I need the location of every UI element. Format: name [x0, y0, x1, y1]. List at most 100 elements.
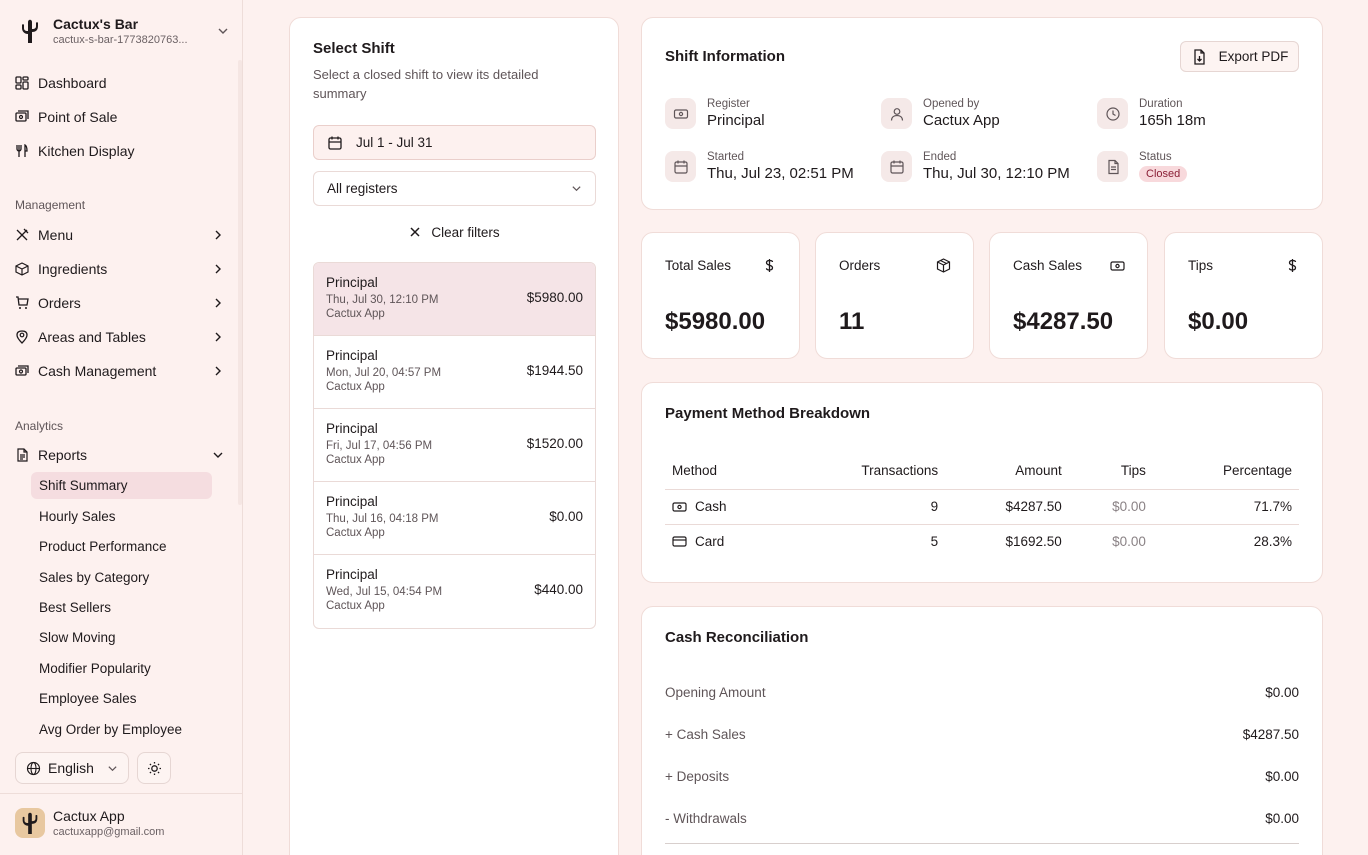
pos-icon [15, 110, 29, 124]
payment-breakdown-title: Payment Method Breakdown [665, 405, 871, 422]
calendar-icon [665, 151, 696, 182]
recon-row: - Withdrawals $0.00 [665, 811, 1299, 826]
section-label-analytics: Analytics [15, 419, 64, 433]
package-icon [936, 258, 951, 273]
table-row: Card 5 $1692.50 $0.00 28.3% [665, 524, 1299, 559]
file-text-icon [1097, 151, 1128, 182]
chevron-right-icon [215, 366, 221, 376]
recon-divider [665, 843, 1299, 844]
calendar-icon [881, 151, 912, 182]
select-shift-title: Select Shift [313, 40, 395, 57]
brand-subdomain: cactux-s-bar-1773820763... [53, 34, 188, 46]
user-profile[interactable]: Cactux App cactuxapp@gmail.com [15, 808, 164, 838]
sub-item-shift-summary[interactable]: Shift Summary [31, 472, 212, 499]
calendar-icon [328, 136, 342, 150]
nav-item-orders[interactable]: Orders [15, 288, 230, 318]
column-header: Amount [945, 453, 1069, 490]
language-label: English [48, 760, 94, 776]
column-header: Transactions [785, 453, 946, 490]
nav-item-menu[interactable]: Menu [15, 220, 230, 250]
shift-list-item[interactable]: Principal Thu, Jul 30, 12:10 PM Cactux A… [314, 263, 595, 336]
section-label-management: Management [15, 198, 86, 212]
sub-item-best-sellers[interactable]: Best Sellers [39, 600, 112, 615]
close-icon [410, 227, 420, 237]
banknote-icon [1110, 261, 1125, 271]
info-status: Status Closed [1097, 151, 1188, 182]
sub-item-avg-order-by-employee[interactable]: Avg Order by Employee [39, 722, 183, 737]
stat-card-cash-sales: Cash Sales $4287.50 [989, 232, 1148, 359]
column-header: Percentage [1152, 453, 1299, 490]
shift-list: Principal Thu, Jul 30, 12:10 PM Cactux A… [313, 262, 596, 629]
file-text-icon [15, 448, 29, 462]
sub-item-product-performance[interactable]: Product Performance [39, 539, 167, 554]
nav-item-point-of-sale[interactable]: Point of Sale [15, 102, 230, 132]
column-header: Tips [1068, 453, 1153, 490]
sub-item-modifier-popularity[interactable]: Modifier Popularity [39, 661, 151, 676]
dollar-icon [765, 259, 774, 272]
stat-card-orders: Orders 11 [815, 232, 974, 359]
chevron-down-icon [213, 452, 223, 458]
shift-information-card: Shift Information Export PDF Register Pri… [641, 17, 1323, 210]
nav-item-dashboard[interactable]: Dashboard [15, 68, 230, 98]
payment-breakdown-card: Payment Method Breakdown Method Transact… [641, 382, 1323, 583]
table-row: Cash 9 $4287.50 $0.00 71.7% [665, 489, 1299, 525]
chevron-right-icon [215, 264, 221, 274]
column-header: Method [665, 453, 786, 490]
cash-reconciliation-title: Cash Reconciliation [665, 629, 809, 646]
sub-item-sales-by-category[interactable]: Sales by Category [39, 570, 150, 585]
nav-item-reports[interactable]: Reports [15, 440, 230, 470]
sub-item-employee-sales[interactable]: Employee Sales [39, 691, 137, 706]
nav-item-kitchen-display[interactable]: Kitchen Display [15, 136, 230, 166]
cart-icon [15, 296, 29, 310]
chevron-down-icon [572, 186, 581, 192]
chevron-right-icon [215, 332, 221, 342]
sidebar-divider [0, 793, 243, 794]
file-download-icon [1193, 48, 1205, 65]
avatar [15, 808, 45, 838]
date-range-value: Jul 1 - Jul 31 [356, 135, 433, 150]
date-range-picker[interactable]: Jul 1 - Jul 31 [313, 125, 596, 160]
cactus-logo-icon [15, 16, 45, 46]
language-select[interactable]: English [15, 752, 129, 784]
theme-toggle-button[interactable] [137, 752, 171, 784]
sub-item-slow-moving[interactable]: Slow Moving [39, 630, 116, 645]
dollar-icon [1288, 259, 1297, 272]
credit-card-icon [672, 536, 687, 547]
stat-card-total-sales: Total Sales $5980.00 [641, 232, 800, 359]
sidebar: Cactux's Bar cactux-s-bar-1773820763... … [0, 0, 243, 855]
export-pdf-button[interactable]: Export PDF [1180, 41, 1299, 72]
utensils-crossed-icon [15, 228, 29, 242]
info-ended: Ended Thu, Jul 30, 12:10 PM [881, 151, 1070, 182]
dashboard-icon [15, 76, 29, 90]
package-icon [15, 262, 29, 276]
shift-information-title: Shift Information [665, 48, 785, 65]
nav-item-ingredients[interactable]: Ingredients [15, 254, 230, 284]
register-filter-select[interactable]: All registers [313, 171, 596, 206]
chevron-right-icon [215, 230, 221, 240]
recon-row: + Cash Sales $4287.50 [665, 727, 1299, 742]
select-shift-description: Select a closed shift to view its detail… [313, 67, 539, 101]
utensils-icon [15, 144, 29, 158]
user-icon [881, 98, 912, 129]
nav-item-cash-management[interactable]: Cash Management [15, 356, 230, 386]
shift-list-item[interactable]: Principal Wed, Jul 15, 04:54 PM Cactux A… [326, 567, 583, 612]
sub-item-hourly-sales[interactable]: Hourly Sales [39, 509, 116, 524]
status-badge: Closed [1139, 166, 1188, 182]
chevron-down-icon [108, 765, 117, 771]
cash-icon [15, 364, 29, 378]
shift-list-item[interactable]: Principal Thu, Jul 16, 04:18 PM Cactux A… [314, 482, 595, 555]
clear-filters-button[interactable]: Clear filters [313, 221, 596, 243]
info-started: Started Thu, Jul 23, 02:51 PM [665, 151, 854, 182]
shift-list-item[interactable]: Principal Mon, Jul 20, 04:57 PM Cactux A… [314, 336, 595, 409]
register-filter-value: All registers [327, 181, 398, 196]
sun-icon [147, 761, 161, 775]
org-switcher[interactable]: Cactux's Bar cactux-s-bar-1773820763... [15, 12, 230, 50]
shift-list-item[interactable]: Principal Fri, Jul 17, 04:56 PM Cactux A… [314, 409, 595, 482]
info-register: Register Principal [665, 98, 765, 129]
select-shift-card: Select Shift Select a closed shift to vi… [289, 17, 619, 855]
banknote-icon [672, 502, 687, 512]
recon-row: + Deposits $0.00 [665, 769, 1299, 784]
nav-item-areas-and-tables[interactable]: Areas and Tables [15, 322, 230, 352]
sidebar-scrollbar[interactable] [238, 60, 242, 505]
brand-name: Cactux's Bar [53, 16, 139, 32]
